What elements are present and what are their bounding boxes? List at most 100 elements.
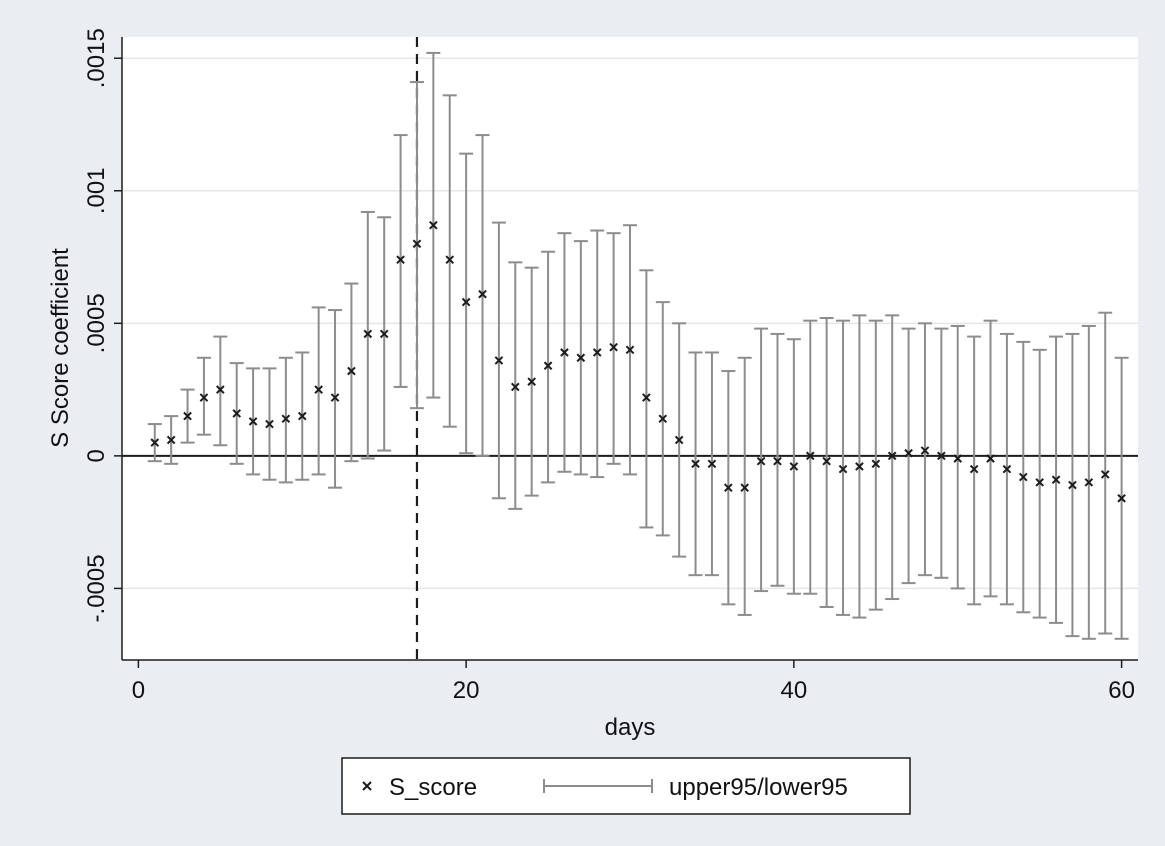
data-point (625, 345, 635, 355)
data-point (216, 385, 225, 394)
data-point-stroke (1117, 493, 1126, 503)
data-point (560, 348, 569, 357)
data-point (1068, 480, 1077, 490)
axes: -.0005 0 .0005 .001 .0015 0 20 40 60 (83, 28, 1138, 704)
data-point-stroke (543, 361, 553, 371)
data-point-stroke (429, 220, 438, 230)
data-point (953, 454, 963, 463)
data-point-stroke (1002, 464, 1012, 474)
data-point-stroke (576, 353, 586, 363)
data-point-stroke (658, 414, 668, 424)
data-point (674, 435, 684, 445)
data-point-stroke (363, 329, 373, 339)
data-point (904, 448, 913, 458)
data-point (822, 456, 831, 466)
data-point (347, 366, 356, 376)
markers (150, 220, 1126, 503)
data-point (969, 464, 979, 474)
data-point (773, 456, 782, 466)
data-point-stroke (478, 289, 487, 299)
data-point-stroke (592, 348, 602, 357)
data-point (527, 377, 536, 386)
legend-errorbar-icon (543, 779, 653, 793)
data-point (248, 417, 258, 426)
y-tick-label: .001 (83, 167, 110, 214)
data-point-stroke (986, 454, 995, 463)
data-point-stroke (445, 255, 455, 264)
data-point-stroke (805, 451, 815, 461)
data-point (609, 342, 618, 352)
legend-label-ci: upper95/lower95 (669, 774, 848, 801)
error-bar (901, 327, 916, 585)
data-point (1100, 470, 1110, 479)
data-point (461, 297, 471, 307)
data-point-stroke (642, 393, 651, 402)
data-point-stroke (461, 297, 471, 307)
data-point (937, 451, 946, 461)
data-point-stroke (937, 451, 946, 461)
y-axis-title: S Score coefficient (47, 248, 74, 448)
x-tick-label: 60 (1108, 677, 1135, 704)
data-point (396, 255, 405, 264)
data-point (429, 220, 438, 230)
data-point-stroke (412, 239, 422, 249)
data-point (445, 255, 455, 264)
data-point (330, 393, 340, 402)
data-point-stroke (560, 348, 569, 357)
data-point (592, 348, 602, 357)
data-point (150, 438, 160, 447)
data-point (805, 451, 815, 461)
data-point (297, 411, 307, 421)
data-point-stroke (674, 435, 684, 445)
data-point (1051, 475, 1061, 485)
data-point (838, 464, 848, 474)
legend-label-s-score: S_score (389, 774, 477, 801)
data-point (642, 393, 651, 402)
data-point (314, 385, 323, 394)
data-point (543, 361, 553, 371)
data-point-stroke (740, 483, 750, 492)
data-point (363, 329, 373, 339)
data-point-stroke (314, 385, 323, 394)
data-point (1084, 478, 1094, 487)
data-point-stroke (248, 417, 258, 426)
data-point (724, 483, 733, 492)
data-point-stroke (822, 456, 831, 466)
y-tick-label: -.0005 (83, 554, 110, 622)
data-point-stroke (609, 342, 618, 352)
error-bar (934, 327, 949, 579)
data-point (920, 446, 930, 455)
x-tick-label: 40 (781, 677, 808, 704)
data-point (183, 411, 192, 421)
data-point (232, 409, 242, 418)
data-point (265, 419, 274, 429)
data-point (740, 483, 750, 492)
x-tick-label: 20 (453, 677, 480, 704)
y-tick-label: .0005 (83, 293, 110, 353)
data-point (855, 462, 864, 471)
data-point-stroke (625, 345, 635, 355)
data-point (1002, 464, 1012, 474)
data-point (478, 289, 487, 299)
data-point (1018, 472, 1028, 482)
data-point-stroke (1084, 478, 1094, 487)
data-point-stroke (199, 393, 209, 402)
data-point-stroke (691, 459, 700, 469)
legend-marker-icon (362, 781, 372, 791)
data-point-stroke (232, 409, 242, 418)
data-point-stroke (330, 393, 340, 402)
data-point (871, 459, 881, 469)
data-point (986, 454, 995, 463)
data-point-stroke (379, 329, 389, 339)
data-point-stroke (756, 456, 766, 466)
data-point (199, 393, 209, 402)
data-point (658, 414, 668, 424)
data-point-stroke (1068, 480, 1077, 490)
data-point-stroke (347, 366, 356, 376)
data-point-stroke (855, 462, 864, 471)
data-point (691, 459, 700, 469)
data-point-stroke (969, 464, 979, 474)
data-point-stroke (920, 446, 930, 455)
data-point (1035, 478, 1044, 487)
data-point-stroke (510, 382, 520, 392)
